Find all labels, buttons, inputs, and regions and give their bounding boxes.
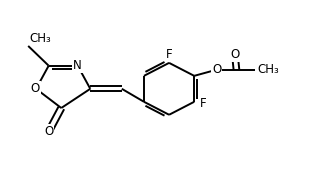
- Text: F: F: [166, 49, 172, 61]
- Text: CH₃: CH₃: [30, 31, 52, 45]
- Text: O: O: [44, 125, 53, 138]
- Text: O: O: [31, 82, 40, 95]
- Text: O: O: [230, 48, 239, 61]
- Text: N: N: [73, 59, 82, 72]
- Text: F: F: [200, 97, 206, 110]
- Text: O: O: [212, 63, 222, 76]
- Text: CH₃: CH₃: [257, 63, 279, 76]
